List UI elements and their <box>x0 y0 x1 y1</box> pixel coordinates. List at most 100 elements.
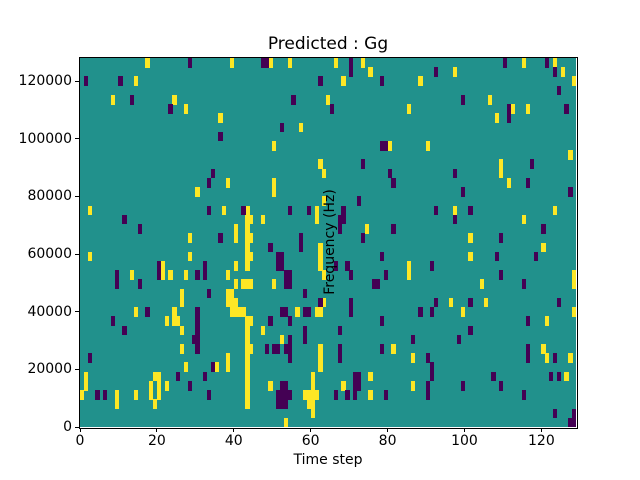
heatmap-cell-low <box>276 260 281 271</box>
heatmap-cell-low <box>337 343 342 354</box>
x-tick-label: 60 <box>301 433 320 449</box>
heatmap-cell-high <box>245 343 250 354</box>
heatmap-cell-low <box>526 343 531 354</box>
heatmap-cell-high <box>322 270 327 280</box>
heatmap-cell-high <box>195 187 200 197</box>
heatmap-cell-low <box>379 343 385 354</box>
heatmap-cell-low <box>452 214 458 225</box>
heatmap-cell-high <box>153 399 158 409</box>
heatmap-cell-low <box>114 279 119 290</box>
heatmap-cell-low <box>103 390 108 400</box>
heatmap-cell-low <box>318 76 323 87</box>
heatmap-cell-low <box>122 325 127 336</box>
heatmap-cell-low <box>556 371 561 382</box>
heatmap-cell-low <box>341 205 346 216</box>
heatmap-cell-high <box>318 242 323 253</box>
heatmap-cell-low <box>279 390 285 400</box>
heatmap-cell-low <box>383 270 388 280</box>
heatmap-cell-low <box>429 307 435 317</box>
heatmap-cell-high <box>149 390 154 400</box>
heatmap-cell-low <box>118 76 123 87</box>
heatmap-cell-high <box>87 205 92 216</box>
heatmap-cell-low <box>241 205 246 216</box>
heatmap-cell-low <box>306 205 312 216</box>
heatmap-cell-high <box>272 141 277 151</box>
heatmap-cell-high <box>299 122 304 133</box>
heatmap-cell-high <box>499 159 504 170</box>
y-tick-mark <box>75 311 79 313</box>
heatmap-cell-high <box>168 270 173 280</box>
heatmap-cell-low <box>287 334 292 345</box>
x-tick-mark <box>156 428 158 432</box>
heatmap-cell-low <box>333 390 338 400</box>
heatmap-cell-high <box>110 94 115 105</box>
heatmap-cell-high <box>245 251 250 262</box>
y-tick-label: 40000 <box>27 303 72 320</box>
heatmap-cell-low <box>299 233 304 243</box>
heatmap-cell-low <box>352 371 358 382</box>
heatmap-cell-low <box>83 76 89 87</box>
heatmap-cell-high <box>164 316 169 326</box>
heatmap-cell-low <box>283 380 289 391</box>
heatmap-cell-low <box>522 279 527 290</box>
heatmap-cell-high <box>410 353 415 363</box>
heatmap-cell-high <box>187 251 192 262</box>
heatmap-cell-low <box>303 334 308 345</box>
heatmap-cell-high <box>483 297 488 308</box>
heatmap-cell-high <box>226 353 231 363</box>
heatmap-cell-high <box>149 380 154 391</box>
heatmap-cell-low <box>287 353 292 363</box>
heatmap-cell-low <box>506 104 512 114</box>
heatmap-cell-high <box>318 353 323 363</box>
heatmap-cell-high <box>572 270 576 280</box>
heatmap-cell-high <box>318 260 323 271</box>
heatmap-cell-low <box>460 187 465 197</box>
heatmap-cell-high <box>460 307 465 317</box>
heatmap-cell-low <box>268 242 273 253</box>
heatmap-cell-high <box>506 177 512 188</box>
heatmap-cell-high <box>391 343 396 354</box>
heatmap-cell-low <box>468 325 473 336</box>
heatmap-cell-high <box>172 307 177 317</box>
heatmap-cell-low <box>379 76 385 87</box>
heatmap-cell-low <box>203 270 208 280</box>
heatmap-cell-high <box>468 233 473 243</box>
heatmap-cell-high <box>572 76 576 87</box>
y-tick-label: 20000 <box>27 361 72 378</box>
heatmap-cell-low <box>391 224 396 234</box>
heatmap-cell-low <box>410 334 415 345</box>
heatmap-cell-high <box>452 67 458 77</box>
heatmap-cell-low <box>279 122 285 133</box>
heatmap-cell-low <box>506 113 512 123</box>
heatmap-cell-high <box>279 334 285 345</box>
heatmap-cell-high <box>129 270 135 280</box>
heatmap-cell-high <box>333 58 338 68</box>
heatmap-cell-high <box>156 380 162 391</box>
y-tick-mark <box>75 368 79 370</box>
heatmap-cell-low <box>352 380 358 391</box>
heatmap-cell-low <box>299 242 304 253</box>
heatmap-cell-low <box>379 251 385 262</box>
heatmap-cell-high <box>322 297 327 308</box>
heatmap-cell-low <box>352 390 358 400</box>
heatmap-cell-low <box>379 141 385 151</box>
heatmap-cell-high <box>306 390 312 400</box>
heatmap-cell-low <box>429 371 435 382</box>
heatmap-cell-high <box>310 371 315 382</box>
heatmap-cell-low <box>195 270 200 280</box>
y-tick-mark <box>75 426 79 428</box>
heatmap-cell-low <box>499 233 504 243</box>
y-tick-label: 60000 <box>27 246 72 263</box>
heatmap-cell-high <box>218 113 223 123</box>
heatmap-cell-high <box>156 371 162 382</box>
heatmap-cell-low <box>460 94 465 105</box>
heatmap-cell-high <box>360 58 365 68</box>
heatmap-cell-low <box>356 371 362 382</box>
heatmap-cell-low <box>206 177 212 188</box>
heatmap-cell-high <box>245 233 250 243</box>
heatmap-cell-high <box>83 371 89 382</box>
heatmap-cell-low <box>87 353 92 363</box>
heatmap-cell-high <box>183 104 189 114</box>
heatmap-cell-high <box>183 270 189 280</box>
heatmap-cell-low <box>349 307 354 317</box>
